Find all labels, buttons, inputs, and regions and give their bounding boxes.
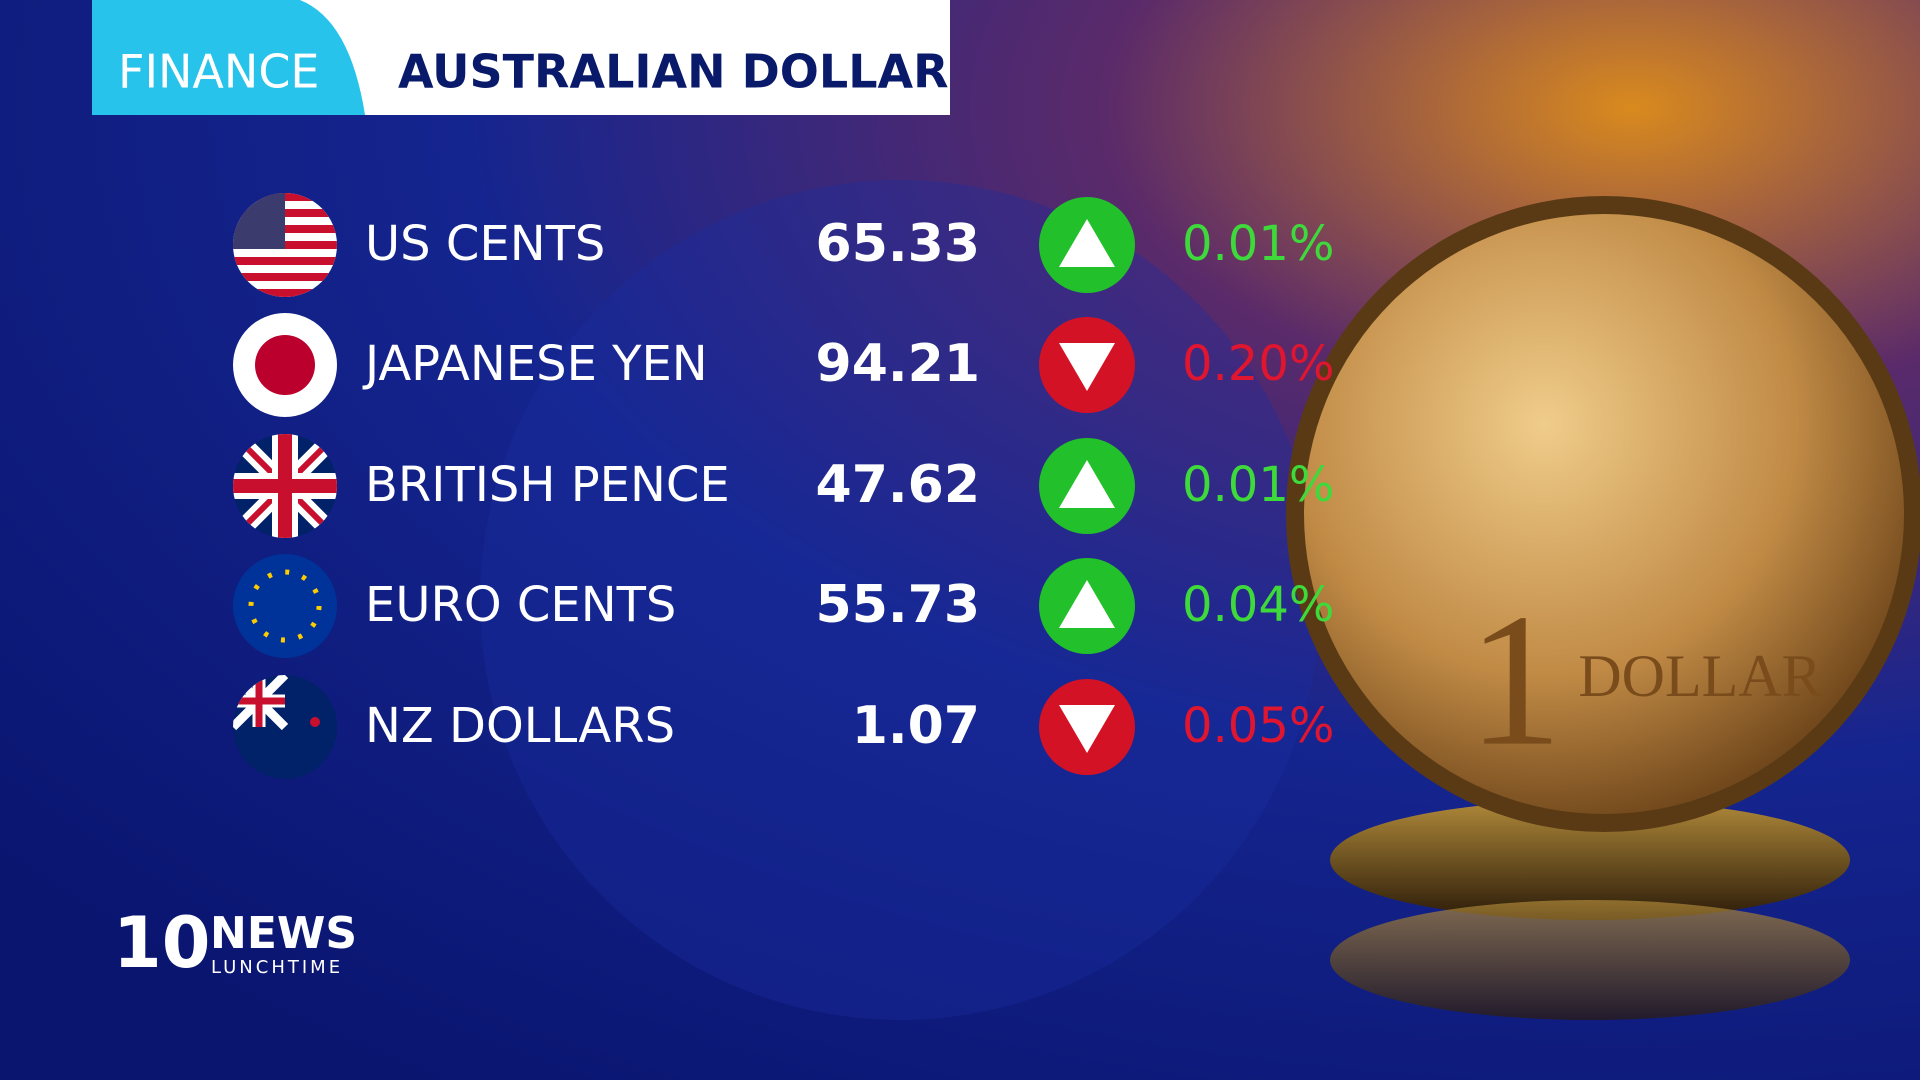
change-value: 0.04% [1182,577,1334,633]
header-title: AUSTRALIAN DOLLAR [398,45,949,99]
arrow-up [1059,219,1115,267]
currency-name: NZ DOLLARS [365,698,675,754]
flag-eu [233,554,337,658]
flag-us [233,193,337,297]
coin [1304,214,1904,814]
coin-word: DOLLAR [1578,643,1821,709]
flag-uk [233,434,337,538]
rate-value: 55.73 [816,575,980,635]
header-tag: FINANCE [118,45,320,99]
header-tag-bg [92,0,365,115]
currency-name: BRITISH PENCE [365,457,730,513]
logo-number: 10 [113,902,210,984]
logo-brand: NEWS [210,908,357,959]
logo-show: LUNCHTIME [211,957,343,978]
currency-name: JAPANESE YEN [362,336,708,392]
change-value: 0.20% [1182,336,1334,392]
rate-value: 47.62 [816,455,980,515]
arrow-down [1059,705,1115,753]
flag-nz [233,675,337,779]
arrow-up [1059,580,1115,628]
change-value: 0.05% [1182,698,1334,754]
change-value: 0.01% [1182,216,1334,272]
change-value: 0.01% [1182,457,1334,513]
rate-value: 65.33 [816,214,980,274]
flag-japan [233,313,337,417]
logo: 10 NEWS LUNCHTIME [113,902,357,984]
coin-stack [1330,800,1850,920]
arrow-up [1059,460,1115,508]
arrow-down [1059,343,1115,391]
currency-name: US CENTS [365,216,605,272]
currency-name: EURO CENTS [365,577,676,633]
coin-stack [1330,900,1850,1020]
rate-value: 1.07 [852,696,980,756]
rate-value: 94.21 [816,334,980,394]
coin-numeral: 1 [1468,576,1563,786]
